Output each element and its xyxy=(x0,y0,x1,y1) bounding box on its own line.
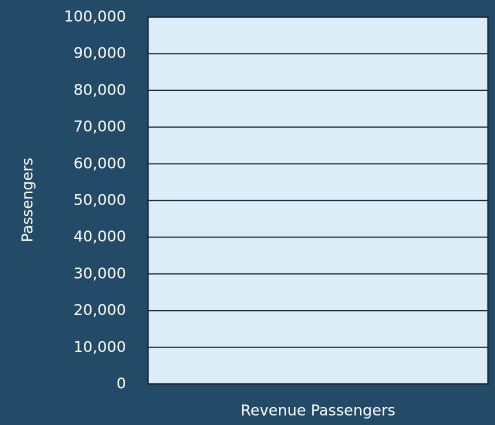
y-axis-label: Passengers xyxy=(19,157,37,242)
y-tick-label: 30,000 xyxy=(74,264,127,282)
y-tick-label: 100,000 xyxy=(64,8,126,26)
y-tick-label: 0 xyxy=(116,375,126,393)
y-tick-label: 80,000 xyxy=(74,81,127,99)
y-tick-label: 20,000 xyxy=(74,301,127,319)
y-tick-label: 40,000 xyxy=(74,228,127,246)
y-tick-label: 10,000 xyxy=(74,338,127,356)
y-tick-label: 50,000 xyxy=(74,191,127,209)
y-tick-label: 90,000 xyxy=(74,44,127,62)
y-tick-label: 60,000 xyxy=(74,154,127,172)
y-tick-label: 70,000 xyxy=(74,118,127,136)
x-axis-label: Revenue Passengers xyxy=(241,402,396,420)
